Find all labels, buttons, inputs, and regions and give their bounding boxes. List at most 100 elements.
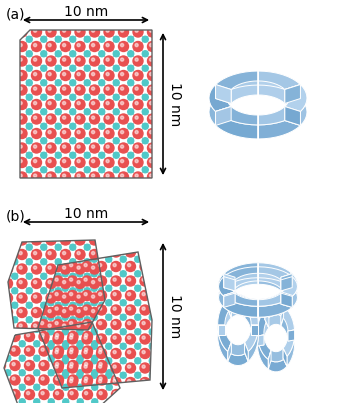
Circle shape [135,29,138,32]
Circle shape [90,172,99,182]
Circle shape [113,138,119,144]
Circle shape [26,7,32,13]
Circle shape [77,0,80,3]
Circle shape [96,247,107,257]
Polygon shape [228,295,248,309]
Circle shape [70,305,73,308]
Circle shape [164,15,167,18]
Circle shape [96,276,107,286]
Circle shape [111,305,121,315]
Circle shape [90,351,99,361]
Circle shape [91,401,97,403]
Circle shape [126,392,135,402]
Circle shape [118,307,129,318]
Circle shape [162,85,172,95]
Circle shape [82,346,93,356]
Polygon shape [217,325,225,335]
Circle shape [142,210,148,216]
Circle shape [90,100,99,110]
Circle shape [0,302,3,308]
Circle shape [41,167,47,173]
Circle shape [82,334,92,344]
Polygon shape [285,85,307,112]
Circle shape [63,145,66,148]
Circle shape [69,278,73,281]
Circle shape [19,341,25,347]
Circle shape [154,349,165,359]
Circle shape [26,167,32,173]
Circle shape [84,331,90,337]
Circle shape [99,334,102,337]
Circle shape [140,375,150,385]
Polygon shape [216,85,231,104]
Circle shape [0,210,3,216]
Circle shape [48,29,51,32]
Polygon shape [224,293,258,306]
Circle shape [111,378,121,388]
Circle shape [128,346,134,352]
Circle shape [157,264,160,267]
Circle shape [118,172,129,182]
Circle shape [48,266,51,269]
Circle shape [135,314,141,320]
Circle shape [106,295,109,298]
Circle shape [99,36,105,42]
Circle shape [140,233,150,243]
Circle shape [104,158,114,168]
Circle shape [63,87,66,90]
Circle shape [135,73,138,76]
Circle shape [12,220,15,223]
Circle shape [113,65,119,71]
Circle shape [154,247,165,257]
Circle shape [46,322,56,332]
Circle shape [91,222,95,226]
Circle shape [154,378,165,388]
Circle shape [142,307,145,310]
Circle shape [113,278,116,281]
Polygon shape [257,336,269,370]
Circle shape [106,227,112,233]
Circle shape [26,336,29,339]
Circle shape [46,42,56,52]
Polygon shape [224,293,235,307]
Polygon shape [281,274,297,295]
Circle shape [91,15,95,18]
Circle shape [26,317,32,323]
Circle shape [40,278,44,281]
Circle shape [99,305,102,308]
Circle shape [60,307,71,318]
Circle shape [154,276,165,286]
Polygon shape [257,335,271,359]
Circle shape [113,244,119,250]
Circle shape [12,244,18,250]
Circle shape [99,293,102,296]
Circle shape [104,172,114,182]
Circle shape [69,351,73,354]
Circle shape [26,302,32,308]
Circle shape [12,394,15,397]
Circle shape [162,114,172,124]
Circle shape [55,317,61,323]
Circle shape [171,278,174,281]
Circle shape [41,259,47,265]
Circle shape [106,58,109,61]
Circle shape [60,71,71,81]
Circle shape [0,346,5,356]
Circle shape [164,271,170,277]
Circle shape [3,293,13,303]
Circle shape [19,297,25,303]
Circle shape [77,295,80,298]
Circle shape [70,196,76,202]
Circle shape [19,324,22,327]
Circle shape [63,266,66,269]
Polygon shape [216,71,258,98]
Circle shape [106,300,112,306]
Circle shape [68,247,77,257]
Circle shape [70,290,73,293]
Circle shape [0,360,3,366]
Circle shape [26,346,32,352]
Circle shape [33,116,37,119]
Circle shape [171,80,177,86]
Circle shape [99,336,102,339]
Circle shape [53,378,63,388]
